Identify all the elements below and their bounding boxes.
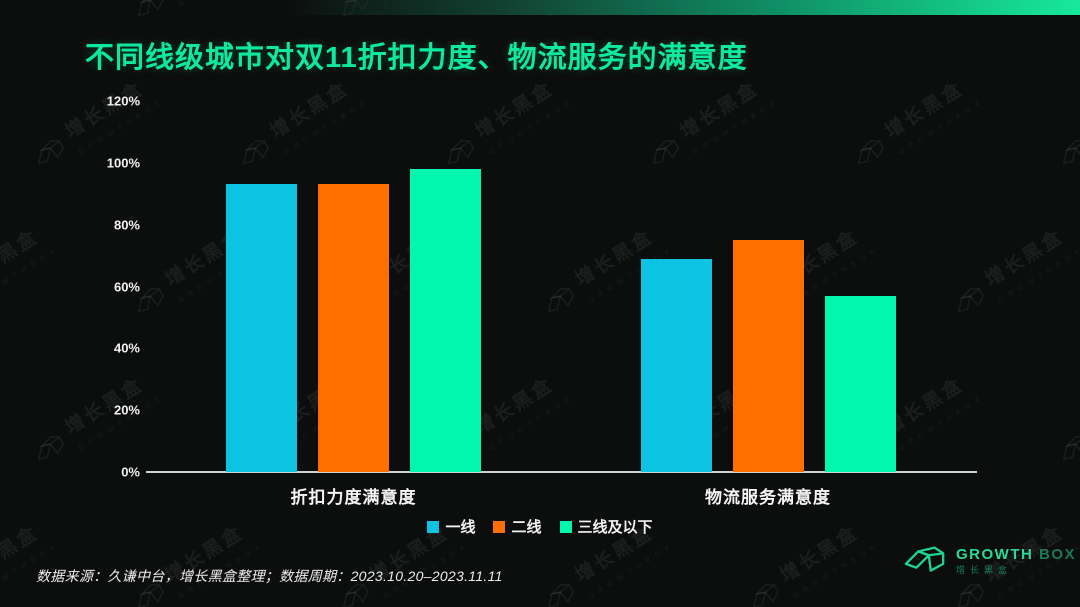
growth-box-logo-icon xyxy=(904,546,945,572)
y-axis-tick-label: 60% xyxy=(113,279,140,294)
bar-三线及以下-折扣力度满意度 xyxy=(410,169,481,472)
category-label: 折扣力度满意度 xyxy=(290,488,417,507)
bar-二线-物流服务满意度 xyxy=(732,240,804,472)
y-axis-tick-label: 0% xyxy=(121,464,140,480)
logo-word-growth: GROWTH xyxy=(956,546,1034,564)
y-axis-tick-label: 80% xyxy=(113,217,140,233)
bar-二线-折扣力度满意度 xyxy=(318,184,389,472)
bar-一线-物流服务满意度 xyxy=(640,258,712,472)
chart-title: 不同线级城市对双11折扣力度、物流服务的满意度 xyxy=(85,42,748,74)
top-gradient-ribbon xyxy=(0,0,1080,15)
legend-label: 一线 xyxy=(445,519,476,536)
legend-label: 二线 xyxy=(511,519,542,536)
legend-swatch xyxy=(493,520,506,533)
legend-swatch xyxy=(427,520,440,533)
x-axis-line xyxy=(146,471,977,473)
growth-box-logo: GROWTH BOX 增长黑盒 xyxy=(903,544,1076,578)
chart-legend: 一线 二线 三线及以下 xyxy=(0,516,1080,537)
y-axis-tick-label: 120% xyxy=(106,93,140,109)
bar-三线及以下-物流服务满意度 xyxy=(824,295,896,472)
logo-subtext: 增长黑盒 xyxy=(956,565,1013,576)
category-label: 物流服务满意度 xyxy=(705,488,831,507)
legend-label: 三线及以下 xyxy=(577,519,653,536)
legend-item: 一线 xyxy=(427,516,475,537)
data-source-note: 数据来源：久谦中台，增长黑盒整理；数据周期：2023.10.20–2023.11… xyxy=(36,568,503,584)
logo-wordmark: GROWTH BOX xyxy=(956,546,1076,563)
y-axis-tick-label: 100% xyxy=(106,155,140,171)
logo-word-box: BOX xyxy=(1039,546,1077,564)
legend-swatch xyxy=(559,520,572,533)
y-axis-tick-label: 40% xyxy=(113,340,140,356)
legend-item: 三线及以下 xyxy=(559,516,653,537)
growth-box-logo-text: GROWTH BOX 增长黑盒 xyxy=(956,546,1076,576)
legend-item: 二线 xyxy=(493,516,542,537)
y-axis-tick-label: 20% xyxy=(113,402,140,418)
bar-一线-折扣力度满意度 xyxy=(226,184,297,472)
